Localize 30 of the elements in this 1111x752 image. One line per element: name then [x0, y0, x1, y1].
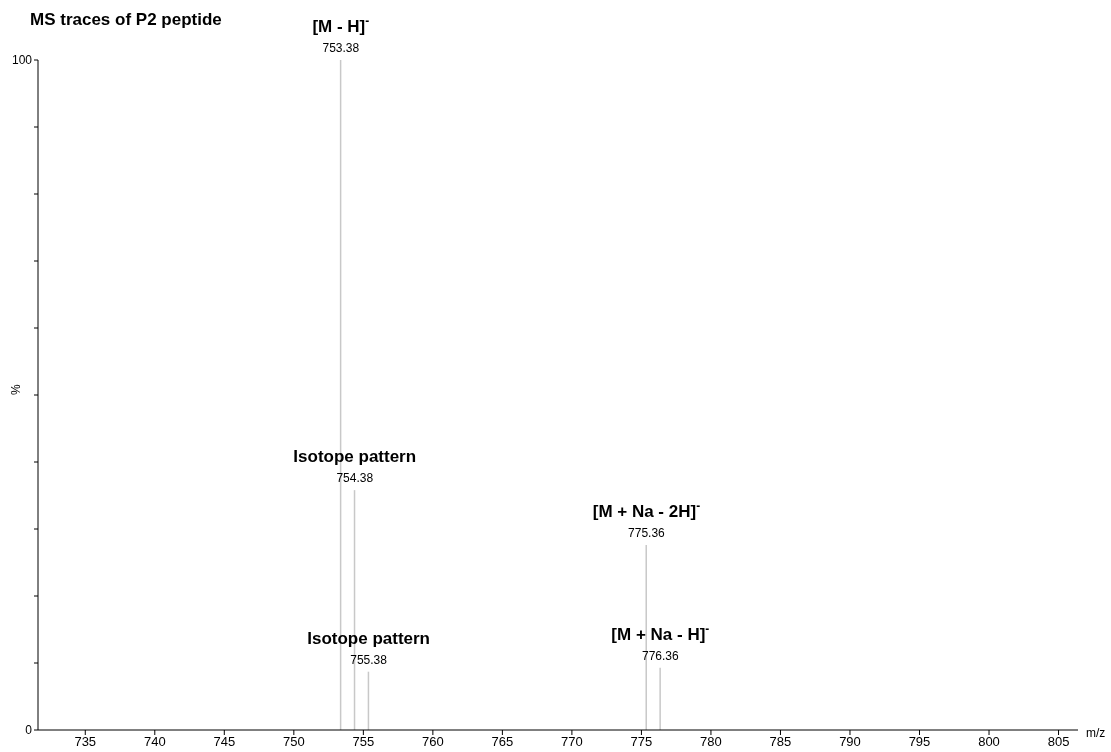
annotation: [M - H]$^{-}$: [312, 14, 370, 36]
x-tick-label: 740: [143, 734, 166, 750]
x-tick-label: 795: [908, 734, 931, 750]
annotation: [M + Na - 2H]$^{-}$: [592, 499, 701, 522]
x-axis-title: m/z: [1086, 726, 1106, 741]
x-tick-label: 760: [422, 734, 444, 750]
x-tick-label: 755: [352, 734, 375, 750]
annotation: 775.36: [628, 526, 666, 541]
annotation: [M + Na - H]$^{-}$: [611, 621, 710, 644]
x-tick-label: 770: [561, 734, 583, 750]
x-tick-label: 800: [978, 734, 1000, 750]
x-tick-label: 775: [630, 734, 653, 750]
x-tick-label: 790: [839, 734, 861, 750]
annotation: 754.38: [336, 471, 374, 486]
chart-title: MS traces of P2 peptide: [30, 10, 222, 30]
y-axis-title: %: [9, 384, 24, 395]
annotation: 776.36: [641, 648, 680, 663]
annotation: Isotope pattern: [293, 447, 417, 467]
x-tick-label: 735: [74, 734, 97, 750]
annotation: 755.38: [350, 652, 388, 667]
x-tick-label: 750: [282, 734, 305, 750]
annotation: 753.38: [322, 41, 360, 55]
annotation: Isotope pattern: [307, 628, 431, 648]
y-tick-label: 100: [11, 53, 33, 68]
x-tick-label: 745: [213, 734, 236, 750]
x-tick-label: 805: [1047, 734, 1070, 750]
x-tick-label: 785: [769, 734, 792, 750]
x-tick-label: 765: [491, 734, 514, 750]
y-tick-label: 0: [25, 723, 33, 738]
x-tick-label: 780: [700, 734, 722, 750]
